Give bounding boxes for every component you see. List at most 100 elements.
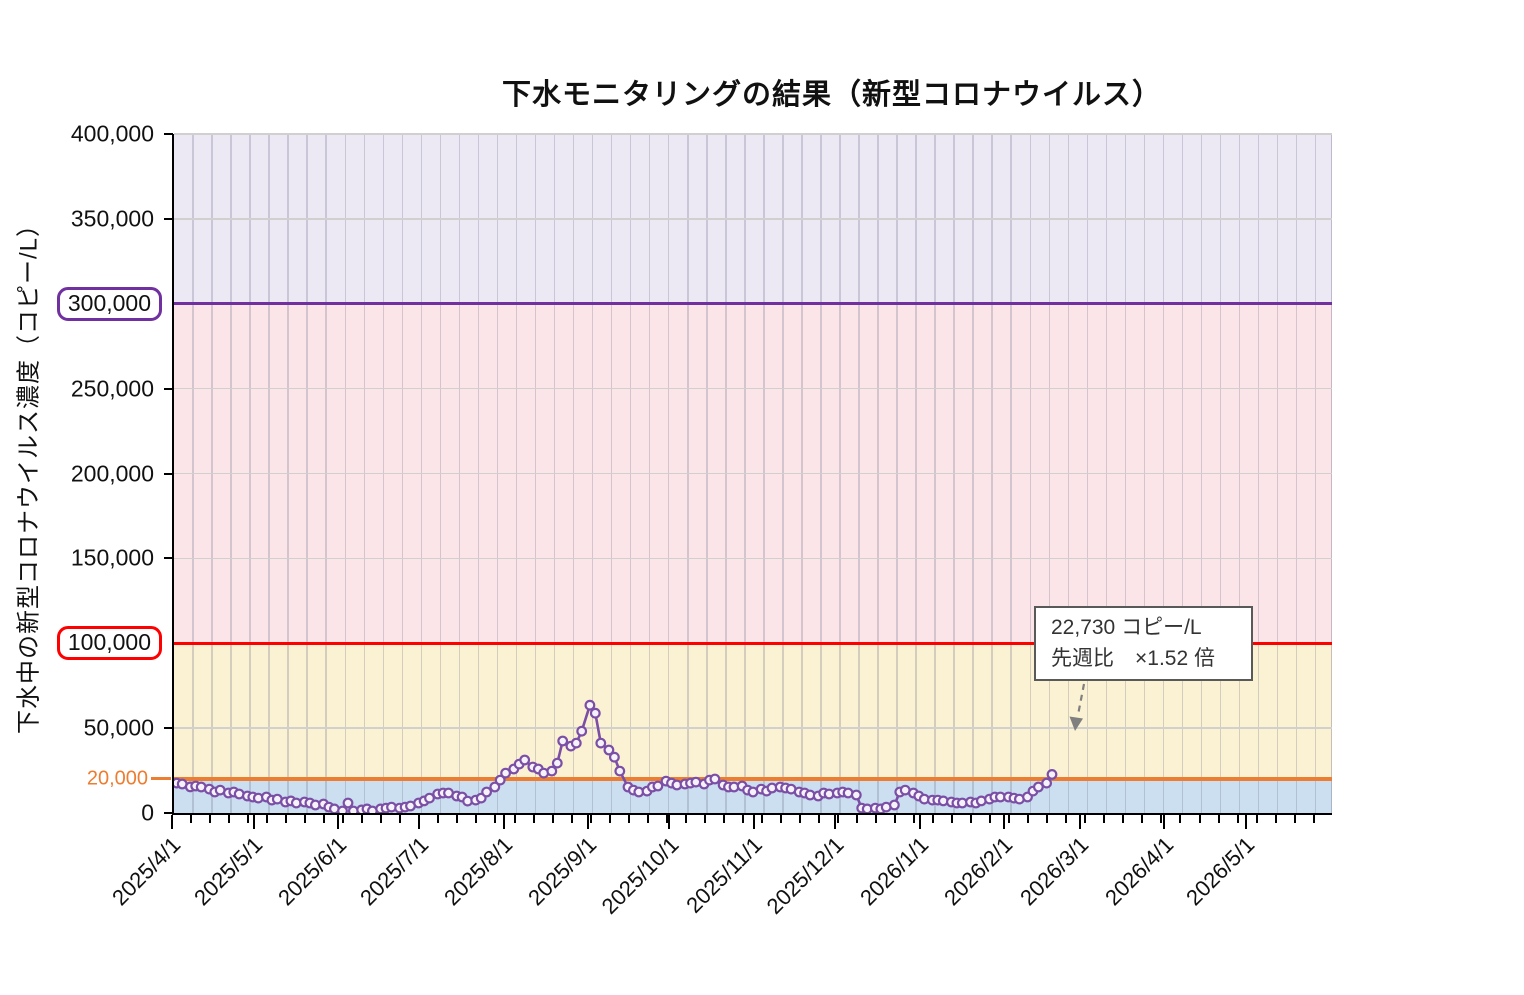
x-axis-weekly-tick	[361, 815, 364, 823]
x-axis-weekly-tick	[1179, 815, 1182, 823]
x-axis-month-tick	[834, 815, 837, 829]
x-axis-weekly-tick	[1027, 815, 1030, 823]
x-axis-weekly-tick	[342, 815, 345, 823]
x-axis-weekly-tick	[817, 815, 820, 823]
x-axis-weekly-tick	[932, 815, 935, 823]
threshold-line	[174, 302, 1332, 306]
x-month-label: 2026/2/1	[939, 832, 1018, 911]
x-axis-weekly-tick	[1122, 815, 1125, 823]
x-axis-weekly-tick	[1236, 815, 1239, 823]
x-axis-weekly-tick	[1255, 815, 1258, 823]
x-axis-weekly-tick	[608, 815, 611, 823]
x-axis-weekly-tick	[456, 815, 459, 823]
horizontal-gridline	[174, 472, 1332, 475]
y-axis-tick	[164, 133, 173, 135]
y-tick-label: 50,000	[83, 714, 154, 741]
y-axis-tick	[164, 812, 173, 814]
x-month-label: 2025/4/1	[107, 832, 186, 911]
x-axis-weekly-tick	[913, 815, 916, 823]
x-axis-month-tick	[752, 815, 755, 829]
x-axis-weekly-tick	[380, 815, 383, 823]
x-axis-weekly-tick	[856, 815, 858, 823]
x-axis-weekly-tick	[1084, 815, 1087, 823]
x-axis-month-tick	[252, 815, 255, 829]
x-month-label: 2026/1/1	[854, 832, 934, 911]
y-label-20000-orange: 20,000	[86, 767, 148, 790]
x-axis-weekly-tick	[875, 815, 878, 823]
x-month-label: 2025/11/1	[681, 832, 768, 918]
x-axis-month-tick	[918, 815, 921, 829]
background-band	[174, 779, 1332, 813]
x-axis-weekly-tick	[989, 815, 992, 823]
x-axis-weekly-tick	[532, 815, 535, 823]
x-axis-weekly-tick	[285, 815, 288, 823]
x-axis-month-tick	[1078, 815, 1081, 829]
x-axis-weekly-tick	[1160, 815, 1163, 823]
x-axis-weekly-tick	[247, 815, 250, 823]
y-tick-label: 150,000	[70, 544, 154, 571]
x-axis-weekly-tick	[304, 815, 307, 823]
x-axis-weekly-tick	[513, 815, 516, 823]
x-axis-month-tick	[171, 815, 173, 829]
x-axis-weekly-tick	[798, 815, 801, 823]
latest-value-callout: 22,730 コピー/L 先週比 ×1.52 倍	[1034, 606, 1253, 681]
x-month-label: 2025/5/1	[189, 832, 268, 911]
orange-threshold-leader-line	[151, 777, 171, 780]
x-axis-weekly-tick	[209, 815, 212, 823]
y-tick-label: 250,000	[70, 375, 154, 402]
x-axis-month-tick	[1244, 815, 1247, 829]
x-axis-month-tick	[336, 815, 339, 829]
x-month-label: 2025/9/1	[523, 832, 602, 911]
x-axis-month-tick	[502, 815, 505, 829]
y-axis-tick	[164, 217, 173, 220]
x-axis-weekly-tick	[894, 815, 897, 823]
threshold-line	[174, 777, 1332, 781]
y-tick-label: 350,000	[70, 205, 154, 232]
horizontal-gridline	[174, 387, 1332, 390]
y-label-300000-boxed: 300,000	[56, 286, 162, 321]
x-month-label: 2026/4/1	[1099, 832, 1178, 911]
x-axis-month-tick	[668, 815, 671, 829]
x-axis-weekly-tick	[760, 815, 763, 823]
x-axis-weekly-tick	[970, 815, 973, 823]
x-axis-weekly-tick	[323, 815, 326, 823]
chart-title: 下水モニタリングの結果（新型コロナウイルス）	[501, 79, 1163, 111]
x-axis-weekly-tick	[1065, 815, 1068, 823]
x-axis-weekly-tick	[437, 815, 440, 823]
callout-value-text: 22,730 コピー/L	[1051, 616, 1202, 640]
x-axis-weekly-tick	[836, 815, 839, 823]
x-axis-month-tick	[586, 815, 589, 829]
plot-area	[164, 133, 1332, 815]
x-axis-weekly-tick	[1008, 815, 1011, 823]
x-month-label: 2025/6/1	[273, 832, 352, 911]
x-month-label: 2025/8/1	[439, 832, 518, 911]
x-axis-weekly-tick	[570, 815, 573, 823]
x-axis-weekly-tick	[551, 815, 554, 823]
x-axis-weekly-tick	[475, 815, 478, 823]
x-month-label: 2026/5/1	[1181, 832, 1260, 911]
x-axis-weekly-tick	[494, 815, 497, 823]
x-axis-weekly-tick	[684, 815, 687, 823]
horizontal-gridline	[174, 727, 1332, 729]
x-axis-weekly-tick	[1141, 815, 1144, 823]
x-axis-weekly-tick	[1274, 815, 1277, 823]
y-axis-tick	[164, 387, 173, 390]
x-axis-month-tick	[1163, 815, 1166, 829]
x-axis-ticks	[171, 815, 1330, 835]
y-axis-tick	[164, 557, 173, 560]
x-axis-weekly-tick	[722, 815, 725, 823]
horizontal-gridline	[174, 218, 1332, 220]
y-tick-label: 200,000	[70, 460, 154, 486]
y-axis-tick	[164, 472, 173, 475]
x-axis-month-tick	[418, 815, 421, 829]
x-axis-weekly-tick	[646, 815, 649, 823]
x-axis-weekly-tick	[1103, 815, 1106, 823]
y-axis-tick-labels: 0 20,000 50,000 100,000 150,000 200,000 250,00…	[0, 121, 168, 826]
x-month-label: 2025/7/1	[354, 832, 434, 911]
horizontal-gridline	[174, 133, 1332, 135]
x-month-label: 2025/10/1	[596, 832, 684, 919]
x-axis-month-tick	[1002, 815, 1005, 829]
threshold-line	[174, 641, 1332, 645]
callout-ratio-text: 先週比 ×1.52 倍	[1051, 646, 1215, 670]
